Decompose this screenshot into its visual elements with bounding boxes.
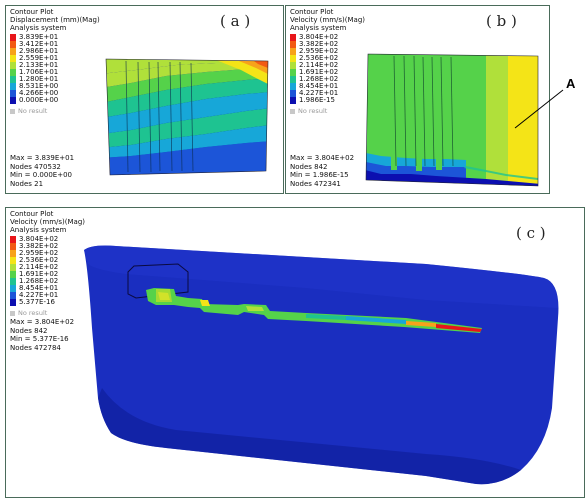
legend-value: 0.000E+00 [19, 96, 59, 104]
panel-label: ( a ) [220, 12, 251, 30]
no-result-entry: No result [10, 107, 47, 115]
stats-block: Max = 3.804E+02 Nodes 842 Min = 5.377E-1… [10, 318, 74, 352]
stat-line: Max = 3.839E+01 [10, 154, 75, 162]
legend-value: 5.377E-16 [19, 298, 55, 306]
legend-value: 3.412E+01 [19, 40, 59, 48]
stat-line: Min = 0.000E+00 [10, 171, 72, 179]
legend-value: 2.559E+01 [19, 54, 59, 62]
legend-value: 3.804E+02 [299, 33, 339, 41]
panel-label: ( c ) [516, 224, 546, 242]
plot-system: Analysis system [10, 226, 67, 234]
legend-value: 8.454E+01 [299, 82, 339, 90]
legend-value: 2.959E+02 [19, 249, 59, 257]
stat-line: Max = 3.804E+02 [290, 154, 355, 162]
legend-value: 3.839E+01 [19, 33, 59, 41]
no-result-swatch [10, 310, 15, 316]
velocity-contour-model [365, 53, 539, 187]
legend-value: 4.266E+00 [19, 89, 59, 97]
plot-title: Contour Plot [290, 8, 334, 16]
stat-line: Min = 5.377E-16 [10, 335, 69, 343]
legend-value: 8.531E+00 [19, 82, 59, 90]
plot-title: Contour Plot [10, 210, 54, 218]
panel-a-displacement: Contour Plot Displacement (mm)(Mag) Anal… [5, 5, 284, 194]
legend-value: 1.268E+02 [299, 75, 339, 83]
legend-value: 3.382E+02 [299, 40, 339, 48]
legend-value: 2.536E+02 [299, 54, 339, 62]
stat-line: Nodes 842 [290, 162, 328, 171]
plot-system: Analysis system [10, 24, 67, 32]
stats-block: Max = 3.804E+02 Nodes 842 Min = 1.986E-1… [290, 154, 354, 188]
legend-value: 2.986E+01 [19, 47, 59, 55]
panel-c-velocity-3d: Contour Plot Velocity (mm/s)(Mag) Analys… [5, 207, 585, 498]
legend-value: 4.227E+01 [19, 291, 59, 299]
legend-value: 2.114E+02 [299, 61, 339, 69]
plot-title: Contour Plot [10, 8, 54, 16]
no-result-entry: No result [290, 107, 327, 115]
legend-value: 2.959E+02 [299, 47, 339, 55]
plot-quantity: Displacement (mm)(Mag) [10, 16, 100, 24]
stat-line: Nodes 472784 [10, 343, 61, 352]
stat-line: Nodes 470532 [10, 162, 61, 171]
legend-value: 1.986E-15 [299, 96, 335, 104]
no-result-label: No result [18, 309, 48, 317]
no-result-swatch [290, 108, 295, 114]
stats-block: Max = 3.839E+01 Nodes 470532 Min = 0.000… [10, 154, 74, 188]
legend-value: 3.382E+02 [19, 242, 59, 250]
annotation-label: A [566, 76, 576, 91]
legend-value: 3.804E+02 [19, 235, 59, 243]
legend-value: 4.227E+01 [299, 89, 339, 97]
no-result-label: No result [18, 107, 48, 115]
stat-line: Nodes 21 [10, 179, 44, 188]
plot-quantity: Velocity (mm/s)(Mag) [290, 16, 366, 24]
legend-value: 2.536E+02 [19, 256, 59, 264]
no-result-entry: No result [10, 309, 47, 317]
legend-value: 1.691E+02 [299, 68, 339, 76]
stat-line: Max = 3.804E+02 [10, 318, 75, 326]
legend-value: 1.280E+01 [19, 75, 59, 83]
legend-value: 1.691E+02 [19, 270, 59, 278]
displacement-contour-model [105, 58, 269, 176]
legend-value: 2.133E+01 [19, 61, 59, 69]
no-result-swatch [10, 108, 15, 114]
velocity-3d-model [84, 245, 559, 485]
legend-value: 2.114E+02 [19, 263, 59, 271]
stat-line: Min = 1.986E-15 [290, 171, 349, 179]
plot-quantity: Velocity (mm/s)(Mag) [10, 218, 86, 226]
legend-value: 1.268E+02 [19, 277, 59, 285]
stat-line: Nodes 472341 [290, 179, 341, 188]
legend-value: 1.706E+01 [19, 68, 59, 76]
legend-value: 8.454E+01 [19, 284, 59, 292]
plot-system: Analysis system [290, 24, 347, 32]
panel-label: ( b ) [486, 12, 517, 30]
panel-b-velocity: Contour Plot Velocity (mm/s)(Mag) Analys… [285, 5, 550, 194]
no-result-label: No result [298, 107, 328, 115]
stat-line: Nodes 842 [10, 326, 48, 335]
